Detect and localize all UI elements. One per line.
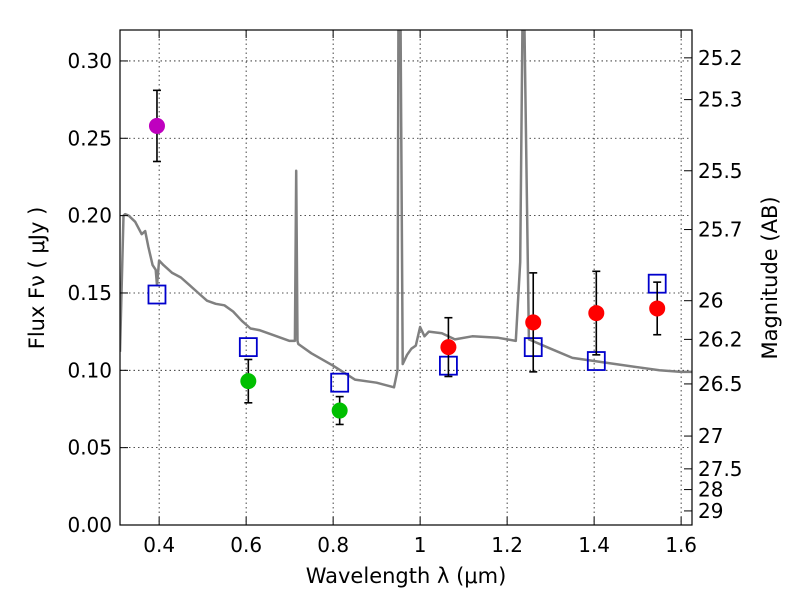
observed-point (240, 373, 257, 390)
x-tick-label: 0.8 (317, 533, 349, 557)
observed-point (588, 305, 605, 322)
model-photometry-square (238, 337, 258, 358)
y2-tick-label: 25.5 (698, 159, 743, 183)
x-axis-label: Wavelength λ (μm) (306, 564, 507, 588)
observed-point (331, 402, 348, 419)
y-tick-label: 0.00 (67, 513, 112, 537)
y2-tick-label: 25.2 (698, 46, 743, 70)
observed-point (440, 339, 457, 356)
observed-point (148, 117, 165, 134)
plot-frame (119, 29, 693, 526)
y-axis-label: Flux Fν ( μJy ) (25, 207, 49, 350)
x-tick-label: 0.4 (143, 533, 175, 557)
y2-tick-label: 27 (698, 424, 723, 448)
y-tick-label: 0.25 (67, 126, 112, 150)
axes: 0.4 0.6 0.8 1 1.2 1.4 1.6 0.00 0.05 0.10 0.15 0.20 0… (67, 30, 743, 557)
clipped-plot (120, 30, 692, 426)
y-tick-label: 0.10 (67, 358, 112, 382)
x-tick-label: 1.4 (578, 533, 610, 557)
y-tick-label: 0.05 (67, 436, 112, 460)
y2-tick-label: 28 (698, 478, 723, 502)
y2-tick-label: 26.5 (698, 372, 743, 396)
y2-tick-label: 25.3 (698, 88, 743, 112)
model-sed-line (120, 30, 692, 389)
model-photometry-square (330, 372, 350, 393)
x-tick-label: 0.6 (230, 533, 262, 557)
x-tick-label: 1.6 (665, 533, 697, 557)
y-tick-label: 0.15 (67, 281, 112, 305)
y-tick-label: 0.20 (67, 204, 112, 228)
model-photometry-square (147, 284, 167, 305)
observed-point (525, 314, 542, 331)
x-tick-label: 1 (414, 533, 427, 557)
y2-tick-label: 27.5 (698, 457, 743, 481)
grid (120, 30, 692, 526)
y2-tick-label: 26.2 (698, 327, 743, 351)
y2-tick-label: 29 (698, 499, 723, 523)
y2-tick-label: 25.7 (698, 218, 743, 242)
y2-tick-label: 26 (698, 289, 723, 313)
right-axis-label: Magnitude (AB) (758, 196, 782, 359)
observed-point (649, 300, 666, 317)
plot-area (120, 30, 692, 426)
x-tick-label: 1.2 (491, 533, 523, 557)
y-tick-label: 0.30 (67, 49, 112, 73)
